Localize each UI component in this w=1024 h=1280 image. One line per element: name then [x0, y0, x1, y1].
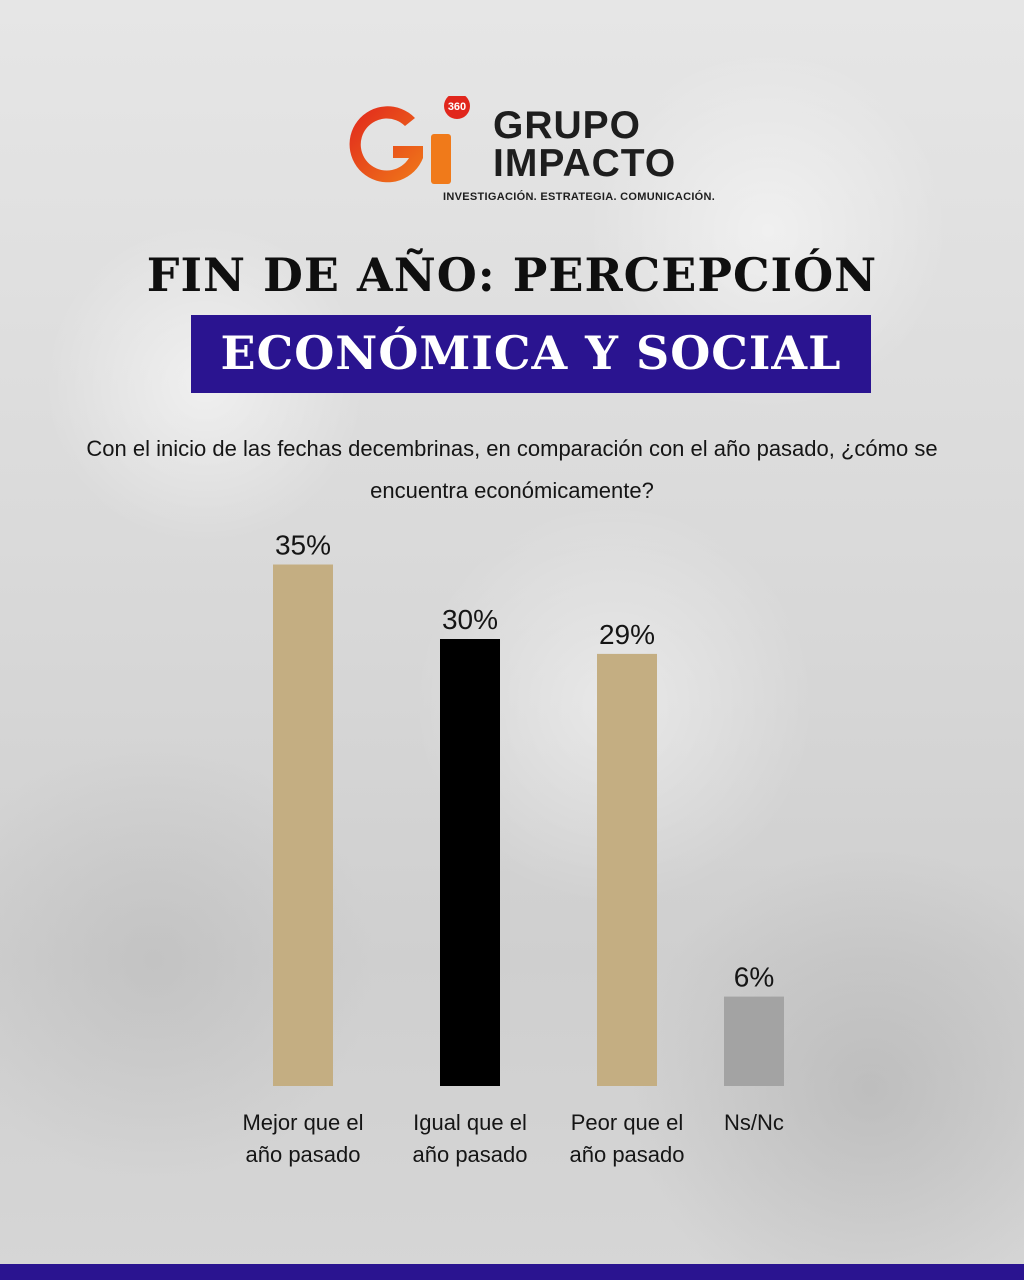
title-banner	[191, 315, 871, 393]
category-label-1-line-1: Mejor que el	[242, 1110, 363, 1135]
logo-tagline: INVESTIGACIÓN. ESTRATEGIA. COMUNICACIÓN.	[443, 191, 716, 203]
category-label-2-line-1: Igual que el	[413, 1110, 527, 1135]
logo-brand-line2: IMPACTO	[493, 142, 677, 185]
category-label-3-line-1: Peor que el	[571, 1110, 684, 1135]
page-title: FIN DE AÑO: PERCEPCIÓN	[146, 248, 878, 302]
bar-1	[273, 564, 333, 1086]
logo-brand-line1: GRUPO	[493, 104, 642, 147]
bottom-accent-bar	[0, 1264, 1024, 1280]
category-label-2-line-2: año pasado	[413, 1142, 528, 1167]
data-label-4: 6%	[734, 962, 774, 993]
logo-badge-text: 360	[448, 101, 466, 113]
bar-2	[440, 639, 500, 1086]
category-label-1-line-2: año pasado	[246, 1142, 361, 1167]
category-label-3-line-2: año pasado	[570, 1142, 685, 1167]
survey-question: Con el inicio de las fechas decembrinas,…	[86, 436, 938, 503]
bar-3	[597, 653, 657, 1086]
data-label-2: 30%	[442, 604, 498, 635]
data-label-1: 35%	[275, 530, 331, 561]
category-label-4-line-1: Ns/Nc	[724, 1110, 784, 1135]
page-subtitle: ECONÓMICA Y SOCIAL	[220, 326, 842, 380]
data-label-3: 29%	[599, 619, 655, 650]
bar-4	[724, 996, 784, 1086]
grupo-impacto-logo-icon: 360	[349, 96, 470, 184]
